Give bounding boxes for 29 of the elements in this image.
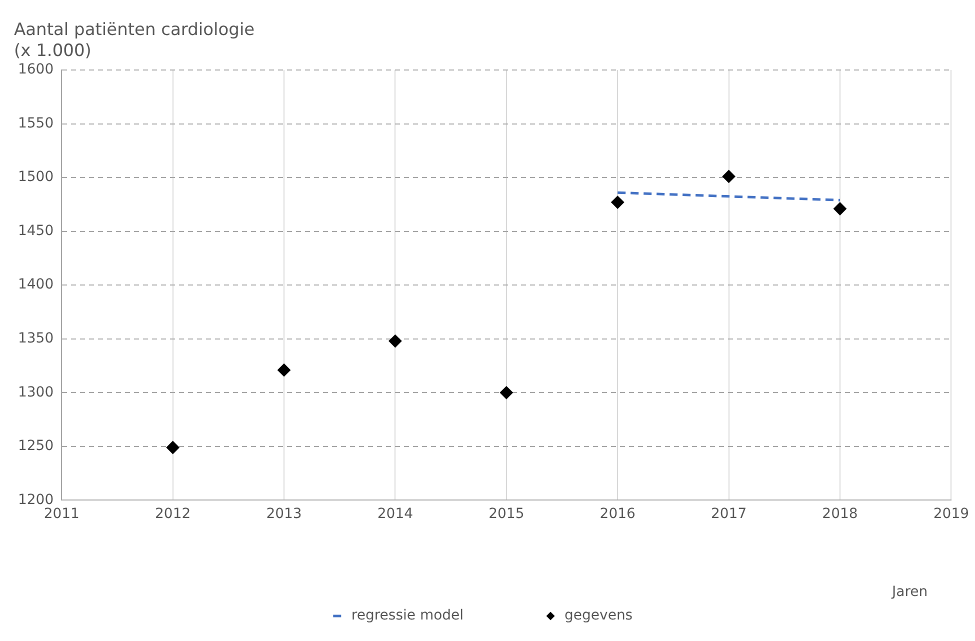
x-tick-label: 2012: [155, 506, 191, 522]
y-axis-title: Aantal patiënten cardiologie (x 1.000): [14, 20, 255, 62]
x-tick-label: 2015: [488, 506, 524, 522]
y-tick-label: 1550: [18, 115, 54, 132]
x-tick-label: 2017: [710, 506, 747, 522]
y-tick-label: 1300: [18, 384, 54, 400]
y-tick-label: 1250: [18, 438, 54, 454]
point: [500, 386, 513, 400]
point: [611, 196, 624, 209]
point: [166, 441, 180, 454]
x-tick-label: 2018: [822, 506, 858, 522]
legend-label: regressie model: [351, 608, 464, 624]
point: [278, 364, 291, 377]
y-tick-label: 1500: [18, 169, 54, 186]
x-tick-label: 2011: [44, 506, 80, 522]
x-tick-label: 2019: [933, 506, 970, 522]
point: [388, 334, 402, 348]
y-tick-label: 1600: [18, 62, 54, 78]
point: [722, 170, 736, 183]
y-tick-label: 1350: [18, 330, 54, 347]
y-tick-label: 1400: [18, 276, 54, 293]
x-tick-label: 2016: [600, 506, 636, 522]
y-tick-label: 1200: [18, 492, 54, 508]
y-tick-label: 1450: [18, 222, 54, 239]
x-axis-title: Jaren: [892, 584, 928, 600]
legend-label: gegevens: [564, 608, 633, 624]
x-tick-label: 2014: [377, 506, 414, 522]
point: [833, 202, 846, 216]
x-tick-label: 2013: [266, 506, 302, 522]
